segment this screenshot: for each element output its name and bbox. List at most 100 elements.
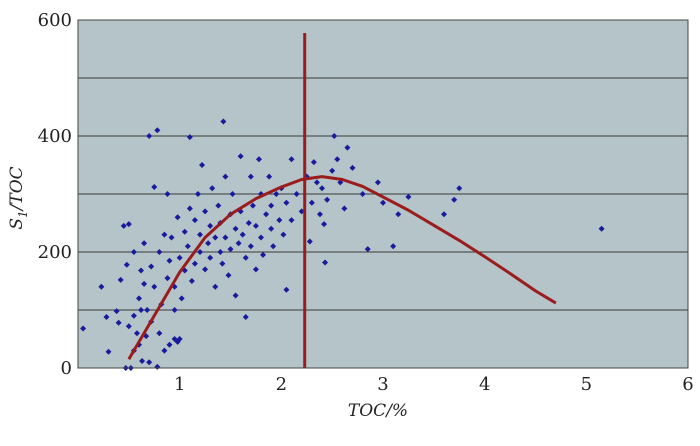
data-point [146,359,153,366]
data-point [176,336,183,342]
data-point [178,295,185,302]
data-point [113,308,120,315]
data-point [341,205,348,212]
data-point [390,243,397,250]
data-point [227,246,234,253]
data-point [322,259,329,266]
data-point [133,330,140,337]
data-point [316,211,323,218]
data-point [164,275,171,282]
data-point [141,280,148,287]
data-point [313,179,320,186]
data-point [151,184,158,191]
data-point [374,179,381,186]
trend-curve [127,175,557,361]
data-point [166,341,173,348]
data-point [280,231,287,238]
x-tick-label: 2 [276,374,287,395]
data-point [212,283,219,290]
data-point [456,185,463,192]
data-point [364,246,371,253]
y-axis-label: S1/TOC [7,166,30,229]
data-point [441,211,447,218]
data-point [334,156,341,163]
data-point [202,266,209,273]
data-point [125,323,132,330]
data-point [117,276,124,283]
data-point [235,240,242,247]
data-points [80,118,605,371]
data-point [161,347,168,354]
data-point [283,286,290,293]
data-point [255,156,262,163]
data-point [115,319,122,326]
data-point [268,225,275,232]
data-point [197,249,203,255]
x-tick-label: 6 [682,374,693,395]
data-point [98,283,105,290]
data-point [288,156,295,163]
data-point [148,263,155,270]
data-point [319,185,325,192]
x-tick-label: 1 [174,374,185,395]
data-point [242,313,249,320]
tick-labels: 1 2 3 4 5 6 0 200 400 600 [38,10,694,395]
data-point [321,221,328,228]
data-point [260,251,267,258]
data-point [220,118,227,125]
data-point [308,199,315,206]
data-point [329,167,336,174]
data-point [293,191,300,197]
data-point [80,325,87,332]
data-point [130,249,137,255]
data-point [164,191,171,197]
data-point [103,313,110,320]
data-point [283,199,290,206]
data-point [310,159,317,166]
data-point [258,234,264,241]
data-point [273,191,280,197]
data-point [215,202,222,209]
data-point [344,144,351,151]
data-point [324,196,331,203]
data-point [207,254,214,261]
data-point [209,185,216,192]
data-point [184,243,191,250]
data-point [331,133,338,139]
data-point [188,278,195,284]
data-point [154,127,161,134]
data-point [139,358,146,365]
data-point [156,249,163,255]
data-point [144,307,151,313]
data-point [130,312,137,319]
x-tick-label: 3 [377,374,388,395]
data-point [191,260,198,267]
data-point [202,208,209,215]
y-axis-label-subscript: 1 [16,210,30,218]
plot-frame [77,19,689,369]
data-point [270,243,277,250]
data-point [212,234,219,241]
data-point [207,222,214,229]
data-point [298,208,305,215]
data-point [247,173,254,180]
data-point [252,266,259,273]
data-point [222,234,229,241]
data-point [176,254,183,261]
data-point [194,191,201,197]
data-point [199,162,206,168]
data-point [229,191,236,197]
data-point [136,295,142,302]
data-point [306,238,313,245]
data-point [380,199,386,206]
data-point [146,133,153,139]
data-point [239,231,246,238]
data-point [451,196,458,203]
data-point [219,260,226,267]
data-point [222,173,229,180]
x-axis-label: TOC/% [348,401,408,421]
data-point [186,205,193,212]
y-tick-label: 200 [38,242,72,263]
